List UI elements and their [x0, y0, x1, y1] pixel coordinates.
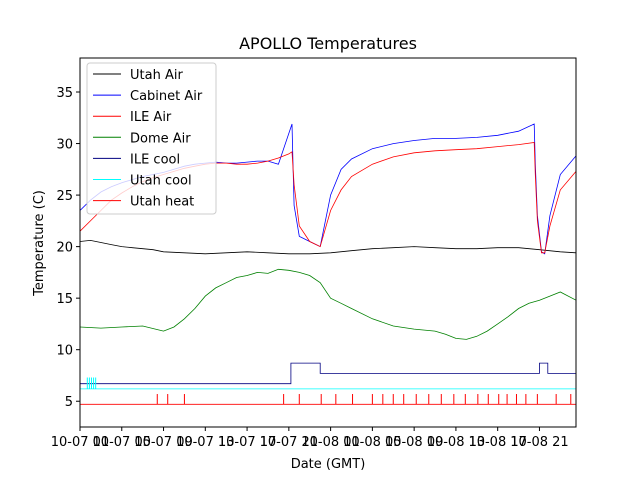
x-tick-label: 10-08 21 — [510, 435, 568, 450]
legend-box — [86, 62, 217, 215]
series-line-utah-air — [79, 239, 577, 255]
y-tick-label: 25 — [56, 189, 73, 204]
x-tick-label: 10-08 05 — [343, 435, 401, 450]
x-tick-label: 10-08 13 — [427, 435, 485, 450]
x-tick-label: 10-07 21 — [260, 435, 318, 450]
legend: Utah Air Cabinet Air ILE Air Dome Air ILE co… — [86, 62, 217, 215]
legend-label-ile-cool: ILE cool — [130, 152, 180, 167]
series-line-dome-air — [79, 268, 577, 340]
legend-label-dome-air: Dome Air — [130, 131, 191, 146]
x-axis-title: Date (GMT) — [291, 457, 366, 472]
x-tick-label: 10-08 01 — [301, 435, 359, 450]
y-tick-label: 35 — [56, 86, 73, 101]
x-tick-label: 10-07 17 — [218, 435, 276, 450]
x-tick-label: 10-07 13 — [176, 435, 234, 450]
x-tick-label: 10-07 09 — [134, 435, 192, 450]
plot-frame — [79, 57, 577, 428]
chart-title: APOLLO Temperatures — [239, 34, 417, 53]
x-tick-label: 10-08 17 — [468, 435, 526, 450]
legend-label-ile-air: ILE Air — [130, 110, 172, 125]
y-tick-label: 15 — [56, 292, 73, 307]
y-axis: 5 10 15 20 25 30 35 — [56, 86, 80, 410]
x-tick-label: 10-07 01 — [51, 435, 109, 450]
legend-label-utah-air: Utah Air — [130, 68, 183, 83]
y-axis-title: Temperature (C) — [32, 190, 47, 297]
x-tick-label: 10-07 05 — [93, 435, 151, 450]
series-line-ile-cool — [80, 362, 576, 385]
legend-label-cabinet-air: Cabinet Air — [130, 89, 203, 104]
legend-label-utah-heat: Utah heat — [130, 195, 194, 210]
y-tick-label: 5 — [65, 395, 73, 410]
y-tick-label: 30 — [56, 138, 73, 153]
legend-label-utah-cool: Utah cool — [130, 174, 192, 189]
y-tick-label: 10 — [56, 344, 73, 359]
y-tick-label: 20 — [56, 241, 73, 256]
x-tick-label: 10-08 09 — [385, 435, 443, 450]
